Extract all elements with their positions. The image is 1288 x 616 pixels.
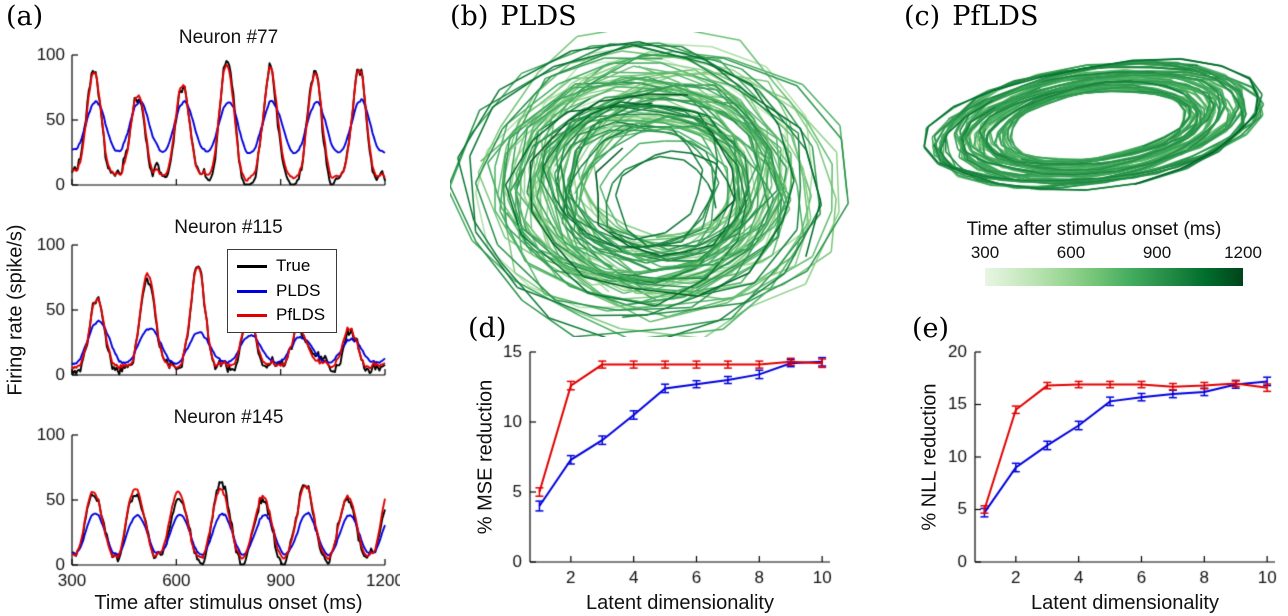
panel-b-title-text: PLDS — [500, 1, 577, 32]
panel-b-letter: (b) — [450, 1, 489, 32]
panel-a-label: (a) — [6, 1, 44, 32]
panel-c-letter: (c) — [904, 1, 941, 32]
legend-row-pflds: PfLDS — [237, 306, 325, 325]
legend-row-plds: PLDS — [237, 280, 325, 301]
legend-row-true: True — [237, 256, 325, 276]
colorbar-tick: 900 — [1142, 243, 1172, 262]
panel-d-y-axis-label-text: % MSE reduction — [474, 379, 497, 535]
panel-d-x-axis-label: Latent dimensionality — [586, 592, 774, 614]
pflds-line-swatch — [237, 314, 267, 318]
plds-line-swatch — [237, 289, 267, 293]
panel-e-label: (e) — [912, 313, 950, 344]
colorbar-tick: 600 — [1056, 243, 1086, 262]
time-colorbar — [985, 268, 1243, 286]
colorbar-tick: 300 — [970, 243, 1000, 262]
panel-a-y-axis-label-text: Firing rate (spike/s) — [4, 224, 27, 396]
legend: True PLDS PfLDS — [227, 249, 338, 334]
panel-e-y-axis-label-text: % NLL reduction — [918, 383, 941, 531]
legend-label-true: True — [276, 256, 311, 275]
panel-b-title: (b) PLDS — [450, 2, 577, 32]
panel-c-title-text: PfLDS — [952, 1, 1039, 32]
panel-d-plot-canvas — [500, 340, 850, 595]
colorbar-label: Time after stimulus onset (ms) — [966, 219, 1222, 240]
panel-c-latent-trajectory-canvas — [900, 34, 1288, 216]
panel-e-x-axis-label: Latent dimensionality — [1031, 592, 1219, 614]
true-line-swatch — [237, 264, 267, 268]
legend-label-plds: PLDS — [276, 280, 321, 300]
panel-e-plot-canvas — [945, 340, 1288, 595]
colorbar-tick: 1200 — [1224, 243, 1262, 262]
colorbar-tick-labels: 300 600 900 1200 — [971, 243, 1262, 263]
legend-label-pflds: PfLDS — [276, 305, 326, 325]
panel-a-x-axis-label: Time after stimulus onset (ms) — [94, 592, 363, 614]
panel-c-title: (c) PfLDS — [904, 2, 1038, 32]
panel-b-latent-trajectory-canvas — [450, 32, 850, 337]
panel-a-plot-canvas — [30, 30, 400, 592]
